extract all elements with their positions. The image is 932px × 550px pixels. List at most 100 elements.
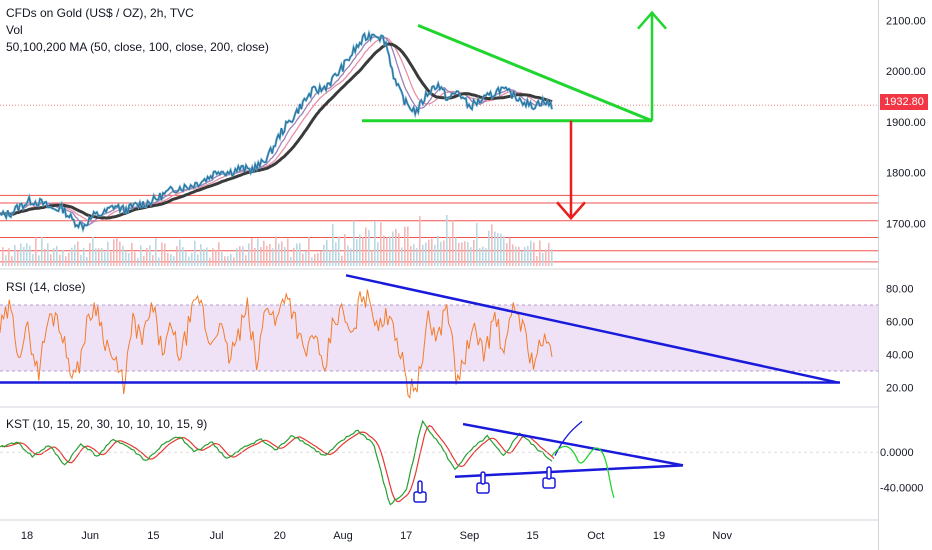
green-triangle-upper xyxy=(417,23,653,123)
ma-label: 50,100,200 MA (50, close, 100, close, 20… xyxy=(6,40,269,54)
price-y-tick-label: 1700.00 xyxy=(886,218,926,230)
volume-bar xyxy=(443,240,445,266)
rsi-line xyxy=(0,289,553,399)
volume-bar xyxy=(524,247,526,266)
volume-bar xyxy=(413,244,415,266)
red-arrow-head xyxy=(556,201,586,221)
volume-bar xyxy=(134,252,136,266)
volume-bar xyxy=(122,245,124,266)
hand-finger xyxy=(417,480,423,494)
volume-bar xyxy=(71,247,73,266)
volume-bar xyxy=(539,240,541,266)
kst-line xyxy=(0,419,553,506)
volume-bar xyxy=(407,226,409,266)
volume-bar xyxy=(467,242,469,266)
volume-bar xyxy=(197,254,199,266)
rsi-legend: RSI (14, close) xyxy=(6,279,85,296)
rsi-label: RSI (14, close) xyxy=(6,280,86,294)
volume-bar xyxy=(203,249,205,266)
volume-bar xyxy=(296,243,298,266)
kst-projection-blue xyxy=(554,420,583,456)
volume-bar xyxy=(431,238,433,266)
volume-bar xyxy=(101,248,103,266)
volume-bar xyxy=(500,233,502,266)
volume-bar xyxy=(224,256,226,266)
volume-bar xyxy=(56,245,58,266)
volume-bar xyxy=(491,224,493,266)
volume-bar xyxy=(194,240,196,266)
volume-bar xyxy=(125,250,127,266)
volume-bar xyxy=(17,251,19,266)
kst-triangle-upper xyxy=(462,422,684,467)
volume-bar xyxy=(5,255,7,266)
hand-pointer-icon xyxy=(476,471,490,494)
volume-bar xyxy=(47,243,49,266)
price-legend: CFDs on Gold (US$ / OZ), 2h, TVC Vol 50,… xyxy=(6,5,269,56)
volume-bar xyxy=(218,242,220,266)
volume-bar xyxy=(497,232,499,266)
volume-bar xyxy=(170,254,172,266)
volume-bar xyxy=(293,247,295,266)
volume-bar xyxy=(68,252,70,266)
kst-label: KST (10, 15, 20, 30, 10, 10, 10, 15, 9) xyxy=(6,417,208,431)
volume-bar xyxy=(20,243,22,266)
volume-bar xyxy=(506,243,508,266)
volume-bar xyxy=(62,250,64,266)
volume-bar xyxy=(548,242,550,266)
hand-finger xyxy=(480,471,486,485)
volume-bar xyxy=(530,240,532,266)
volume-bar xyxy=(29,245,31,266)
volume-bar xyxy=(428,239,430,266)
volume-bar xyxy=(167,252,169,266)
volume-bar xyxy=(257,238,259,266)
volume-bar xyxy=(380,222,382,266)
volume-bar xyxy=(317,252,319,266)
volume-bar xyxy=(425,242,427,266)
x-tick-label: 18 xyxy=(21,530,33,542)
y-axis-ticks: 2100.00 2000.00 1900.00 1800.00 1700.00 80.00… xyxy=(880,15,926,494)
volume-bar xyxy=(392,231,394,266)
volume-bar xyxy=(335,242,337,266)
volume-bar xyxy=(329,250,331,266)
volume-bar xyxy=(503,236,505,266)
volume-bar xyxy=(131,242,133,266)
kst-y-tick-label: 0.0000 xyxy=(880,447,914,459)
volume-bar xyxy=(185,251,187,266)
price-y-tick-label: 1900.00 xyxy=(886,117,926,129)
volume-bar xyxy=(191,252,193,266)
volume-bar xyxy=(209,257,211,266)
volume-bar xyxy=(146,247,148,266)
volume-bar xyxy=(110,252,112,266)
x-tick-label: 19 xyxy=(653,530,665,542)
volume-bar xyxy=(14,245,16,266)
volume-bar xyxy=(374,220,376,266)
volume-bar xyxy=(545,249,547,266)
kst-legend: KST (10, 15, 20, 30, 10, 10, 10, 15, 9) xyxy=(6,416,207,433)
volume-bar xyxy=(320,251,322,266)
volume-bar xyxy=(488,230,490,266)
volume-bar xyxy=(200,244,202,266)
volume-bar xyxy=(233,257,235,266)
volume-bar xyxy=(215,250,217,266)
rsi-band xyxy=(0,305,878,371)
volume-bar xyxy=(536,256,538,266)
kst-series xyxy=(0,419,878,506)
volume-bar xyxy=(437,235,439,266)
volume-bar xyxy=(173,256,175,266)
volume-bar xyxy=(260,247,262,266)
price-series xyxy=(0,29,554,234)
volume-bar xyxy=(95,248,97,266)
volume-bar xyxy=(86,256,88,266)
volume-bar xyxy=(356,239,358,266)
volume-bar xyxy=(104,252,106,266)
volume-bar xyxy=(284,246,286,266)
volume-bar xyxy=(161,242,163,266)
volume-bar xyxy=(236,248,238,266)
volume-bar xyxy=(212,248,214,266)
x-axis-ticks: 18 Jun 15 Jul 20 Aug 17 Sep 15 Oct 19 Nov xyxy=(21,530,733,542)
volume-bar xyxy=(461,242,463,266)
volume-bar xyxy=(551,248,553,266)
volume-bars xyxy=(2,215,553,266)
volume-bar xyxy=(419,216,421,266)
